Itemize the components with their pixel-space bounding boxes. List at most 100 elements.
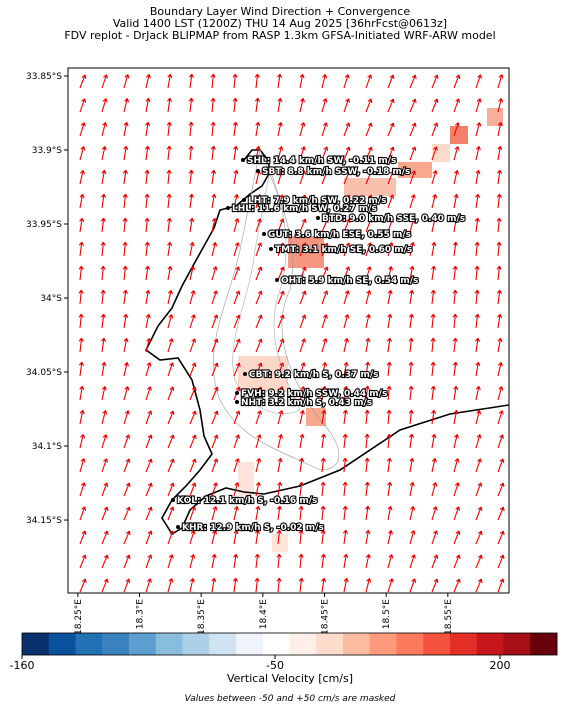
wind-arrow	[409, 218, 416, 233]
wind-arrow	[365, 74, 373, 89]
wind-arrow	[254, 73, 260, 89]
station-label: CBT: 9.2 km/h S, 0.37 m/s	[249, 370, 379, 380]
colorbar-swatch	[369, 633, 397, 655]
wind-arrow	[321, 74, 328, 89]
wind-arrow	[299, 218, 307, 233]
wind-arrow	[409, 170, 416, 185]
wind-arrow	[321, 362, 328, 377]
wind-arrow	[189, 530, 196, 545]
wind-arrow	[233, 314, 241, 329]
wind-arrow	[430, 337, 436, 353]
wind-arrow	[430, 385, 436, 401]
wind-arrow	[409, 194, 416, 209]
wind-arrow	[123, 337, 129, 353]
wind-arrow	[320, 553, 326, 569]
colorbar-swatch	[530, 633, 558, 655]
wind-arrow	[452, 241, 458, 257]
wind-arrow	[453, 170, 459, 185]
wind-arrow	[211, 386, 219, 401]
colorbar-swatch	[396, 633, 424, 655]
wind-arrow	[277, 314, 285, 329]
wind-arrow	[453, 530, 461, 545]
colorbar: -160 -50 200	[10, 632, 558, 672]
wind-arrow	[409, 578, 417, 593]
wind-arrow	[123, 530, 131, 545]
wind-arrow	[475, 385, 481, 401]
wind-arrow	[386, 385, 392, 401]
wind-arrow	[188, 145, 194, 161]
wind-arrow	[101, 361, 107, 377]
wind-arrow	[189, 241, 195, 257]
wind-arrow	[101, 410, 108, 425]
wind-arrow	[365, 313, 371, 329]
wind-arrow	[497, 482, 505, 497]
wind-arrow	[320, 457, 326, 473]
wind-arrow	[431, 554, 439, 569]
wind-arrow	[145, 410, 153, 425]
wind-arrow	[166, 217, 172, 233]
colorbar-swatch	[22, 633, 50, 655]
wind-arrow	[475, 169, 481, 185]
wind-arrow	[453, 409, 459, 425]
wind-arrow	[365, 337, 371, 353]
wind-arrow	[167, 97, 173, 113]
wind-arrow	[255, 505, 261, 521]
colorbar-tick-label: -160	[10, 659, 35, 672]
wind-arrow	[233, 169, 239, 185]
wind-arrow	[474, 313, 480, 329]
wind-arrow	[474, 241, 480, 257]
wind-arrow	[453, 193, 459, 209]
wind-arrow	[497, 145, 503, 161]
wind-arrow	[475, 145, 481, 161]
wind-arrow	[211, 410, 219, 425]
wind-arrow	[365, 170, 373, 185]
wind-arrow	[431, 194, 438, 209]
wind-arrow	[122, 193, 128, 209]
wind-arrow	[255, 290, 263, 305]
wind-arrow	[364, 409, 370, 425]
wind-arrow	[365, 290, 372, 305]
wind-arrow	[277, 242, 285, 257]
wind-arrow	[364, 481, 370, 497]
wind-arrow	[409, 265, 415, 281]
wind-arrow	[365, 98, 373, 113]
subtitle: Valid 1400 LST (1200Z) THU 14 Aug 2025 […	[113, 17, 447, 30]
wind-arrow	[386, 457, 392, 473]
wind-arrow	[166, 193, 172, 209]
wind-arrow	[408, 337, 414, 353]
wind-arrow	[123, 482, 131, 497]
colorbar-swatch	[343, 633, 371, 655]
wind-arrow	[453, 554, 461, 569]
wind-arrow	[255, 338, 263, 353]
wind-arrow	[386, 337, 392, 353]
wind-arrow	[475, 578, 483, 593]
wind-arrow	[277, 146, 284, 161]
wind-arrow	[211, 530, 218, 545]
wind-arrow	[475, 74, 482, 89]
wind-arrow	[167, 530, 175, 545]
wind-arrow	[497, 98, 504, 113]
wind-arrow	[211, 577, 217, 593]
wind-arrow	[431, 457, 437, 473]
wind-arrow	[78, 361, 84, 377]
wind-arrow	[211, 217, 217, 233]
wind-arrow	[233, 553, 239, 569]
wind-arrow	[408, 409, 414, 425]
y-tick-label: 33.95°S	[26, 220, 62, 230]
wind-arrow	[100, 289, 106, 305]
wind-arrow	[145, 362, 152, 377]
wind-arrow	[343, 314, 350, 329]
wind-arrow	[101, 122, 108, 137]
wind-arrow	[145, 97, 151, 113]
wind-arrow	[343, 553, 349, 569]
wind-arrow	[233, 458, 240, 473]
colorbar-swatch	[48, 633, 76, 655]
wind-arrow	[496, 241, 502, 257]
wind-arrow	[189, 434, 197, 449]
colorbar-border	[21, 632, 558, 656]
wind-arrow	[167, 386, 175, 401]
wind-arrow	[431, 578, 439, 593]
wind-arrow	[497, 578, 505, 593]
